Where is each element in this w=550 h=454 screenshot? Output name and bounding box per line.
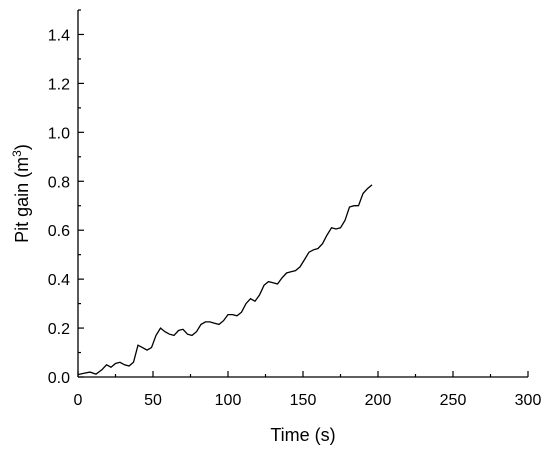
x-tick-label-3: 150 [290, 392, 317, 409]
y-tick-label-5: 1.0 [48, 125, 70, 142]
x-tick-label-5: 250 [440, 392, 467, 409]
y-tick-label-2: 0.4 [48, 272, 70, 289]
y-tick-label-1: 0.2 [48, 321, 70, 338]
x-tick-label-2: 100 [215, 392, 242, 409]
y-tick-label-6: 1.2 [48, 76, 70, 93]
y-tick-label-4: 0.8 [48, 174, 70, 191]
series-line-pit-gain [77, 184, 373, 376]
y-axis-title-main: Pit gain (m [12, 157, 32, 243]
y-tick-label-3: 0.6 [48, 223, 70, 240]
x-tick-label-1: 50 [144, 392, 162, 409]
y-axis-title: Pit gain (m3) [10, 144, 32, 243]
y-axis-title-tail: ) [12, 144, 32, 150]
x-ticks: 0 50 100 150 200 250 300 [74, 371, 542, 409]
x-tick-label-4: 200 [365, 392, 392, 409]
y-axis-title-superscript: 3 [10, 150, 24, 157]
x-axis-title: Time (s) [270, 425, 335, 445]
y-tick-label-7: 1.4 [48, 27, 70, 44]
y-tick-label-0: 0.0 [48, 370, 70, 387]
x-tick-label-0: 0 [74, 392, 83, 409]
x-tick-label-6: 300 [515, 392, 542, 409]
plot-area: 0 50 100 150 200 250 300 0.0 0.2 0.4 0.6 0.8 1.0 1.2… [48, 9, 542, 409]
y-ticks: 0.0 0.2 0.4 0.6 0.8 1.0 1.2 1.4 [48, 9, 84, 387]
